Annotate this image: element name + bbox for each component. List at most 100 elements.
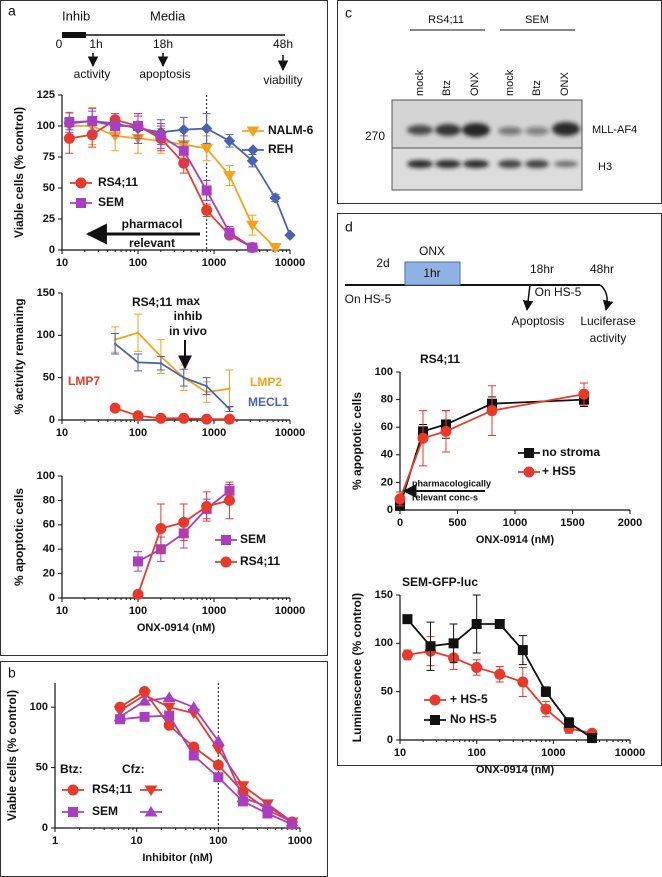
panel-label: c — [345, 5, 352, 21]
marker — [486, 405, 498, 417]
series-line — [114, 407, 230, 421]
x-axis-label: Inhibitor (nM) — [142, 852, 213, 864]
marker — [155, 130, 166, 141]
time-label: 1h — [89, 37, 102, 51]
chart-title: SEM-GFP-luc — [402, 575, 478, 589]
marker — [113, 710, 127, 722]
x-tick-label: 2000 — [618, 517, 642, 529]
x-tick-label: 10 — [56, 257, 68, 269]
y-axis-label: % apoptotic cells — [350, 392, 364, 490]
marker — [138, 695, 151, 706]
y-tick-label: 80 — [43, 494, 55, 506]
panel-label: a — [8, 3, 16, 19]
band-label: H3 — [598, 161, 612, 173]
y-tick-label: 100 — [375, 637, 393, 649]
event-label: Luciferase — [580, 314, 636, 328]
x-tick-label: 100 — [129, 257, 147, 269]
annotation: pharmacol — [122, 217, 183, 231]
marker — [201, 501, 213, 512]
y-axis-label: Viable cells (% control) — [5, 690, 19, 821]
legend-marker — [247, 144, 259, 156]
x-axis-label: ONX-0914 (nM) — [476, 764, 555, 776]
y-tick-label: 0 — [42, 822, 48, 834]
vertex — [136, 331, 140, 334]
y-tick-label: 75 — [43, 151, 55, 163]
x-tick-label: 10 — [131, 835, 143, 847]
marker — [517, 676, 529, 688]
marker — [494, 668, 506, 680]
lane-label: Btz — [531, 80, 543, 96]
legend-marker — [144, 785, 158, 796]
marker — [178, 516, 190, 528]
marker — [540, 703, 552, 715]
marker — [284, 229, 296, 241]
marker — [213, 772, 224, 783]
vertex — [136, 361, 140, 364]
x-tick-label: 1000 — [202, 427, 226, 439]
timeline-label: Media — [150, 8, 186, 23]
x-tick-label: 1000 — [202, 605, 226, 617]
timeline-label: Inhib — [62, 8, 90, 23]
x-tick-label: 100 — [129, 605, 147, 617]
y-axis-label: % activity remaining — [12, 298, 26, 414]
marker — [200, 122, 213, 135]
marker — [212, 759, 224, 771]
annotation: relevant conc-s — [412, 492, 478, 502]
blot-image — [391, 99, 583, 149]
legend-marker — [246, 126, 260, 137]
timeline-d: 2d ONX 1hr On HS-5 18hr On HS-5 48hr Apo… — [345, 244, 636, 345]
marker — [139, 711, 150, 722]
legend-marker — [68, 807, 78, 817]
y-tick-label: 80 — [381, 394, 393, 406]
timeline-a: Inhib Media 0 1h 18h 48h activity apopto… — [56, 8, 303, 87]
y-tick-label: 50 — [381, 686, 393, 698]
marker — [578, 388, 590, 400]
marker — [211, 735, 225, 746]
marker — [188, 750, 199, 761]
x-tick-label: 1500 — [560, 517, 584, 529]
marker — [132, 410, 144, 422]
legend-marker — [523, 466, 535, 478]
legend-marker — [429, 694, 441, 706]
legend-label: RS4;11 — [240, 554, 280, 568]
y-tick-label: 20 — [43, 568, 55, 580]
x-tick-label: 10 — [56, 605, 68, 617]
legend-label: RS4;11 — [98, 175, 138, 189]
marker — [540, 686, 551, 697]
event-label: viability — [263, 73, 302, 87]
legend-label: LMP7 — [68, 374, 100, 388]
y-tick-label: 150 — [375, 589, 393, 601]
mw-marker: 270 — [365, 129, 385, 143]
marker — [494, 619, 505, 629]
marker — [471, 619, 482, 629]
x-tick-label: 1000 — [503, 517, 527, 529]
marker — [224, 494, 236, 506]
legend-group: Btz: — [60, 762, 83, 776]
arrow — [599, 284, 614, 312]
marker — [201, 204, 213, 216]
y-tick-label: 40 — [381, 449, 393, 461]
legend-group: Cfz: — [122, 762, 145, 776]
legend-label: + HS5 — [542, 464, 576, 478]
event-label: apoptosis — [139, 67, 190, 81]
event-label: activity — [74, 67, 111, 81]
inhib-bar — [62, 32, 86, 38]
timeline-label: 2d — [376, 256, 389, 270]
legend-marker — [75, 177, 87, 189]
marker — [63, 132, 75, 144]
y-tick-label: 0 — [49, 592, 55, 604]
marker — [517, 645, 528, 656]
marker — [401, 649, 413, 661]
marker — [133, 556, 143, 567]
y-tick-label: 100 — [37, 120, 55, 132]
y-tick-label: 40 — [43, 543, 55, 555]
timeline-label: 18hr — [530, 262, 554, 276]
time-label: 48h — [273, 37, 293, 51]
vertex — [228, 387, 231, 390]
timeline-label: On HS-5 — [345, 292, 392, 306]
group-label: SEM — [525, 14, 549, 26]
marker — [87, 116, 98, 127]
x-tick-label: 500 — [448, 517, 466, 529]
chart-title: RS4;11 — [420, 352, 460, 366]
panel-label: b — [8, 665, 16, 681]
